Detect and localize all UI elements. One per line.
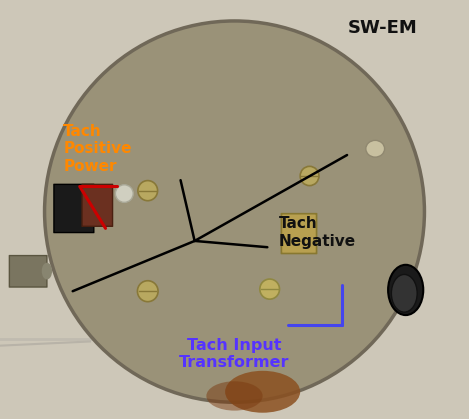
- Ellipse shape: [206, 381, 263, 411]
- FancyBboxPatch shape: [54, 184, 94, 233]
- Text: Tach
Negative: Tach Negative: [279, 216, 356, 249]
- Text: Tach
Positive
Power: Tach Positive Power: [63, 124, 132, 173]
- Text: SW-EM: SW-EM: [348, 20, 417, 37]
- Ellipse shape: [115, 185, 133, 202]
- Ellipse shape: [300, 166, 319, 186]
- Ellipse shape: [260, 279, 280, 299]
- Ellipse shape: [138, 181, 158, 201]
- Ellipse shape: [42, 263, 52, 279]
- Ellipse shape: [45, 21, 424, 402]
- Text: Tach Input
Transformer: Tach Input Transformer: [179, 338, 290, 370]
- FancyBboxPatch shape: [281, 214, 317, 253]
- Ellipse shape: [391, 274, 417, 312]
- Ellipse shape: [366, 140, 385, 157]
- FancyBboxPatch shape: [82, 184, 113, 226]
- Ellipse shape: [137, 281, 158, 302]
- FancyBboxPatch shape: [9, 256, 47, 287]
- Ellipse shape: [225, 371, 300, 413]
- Ellipse shape: [388, 265, 423, 315]
